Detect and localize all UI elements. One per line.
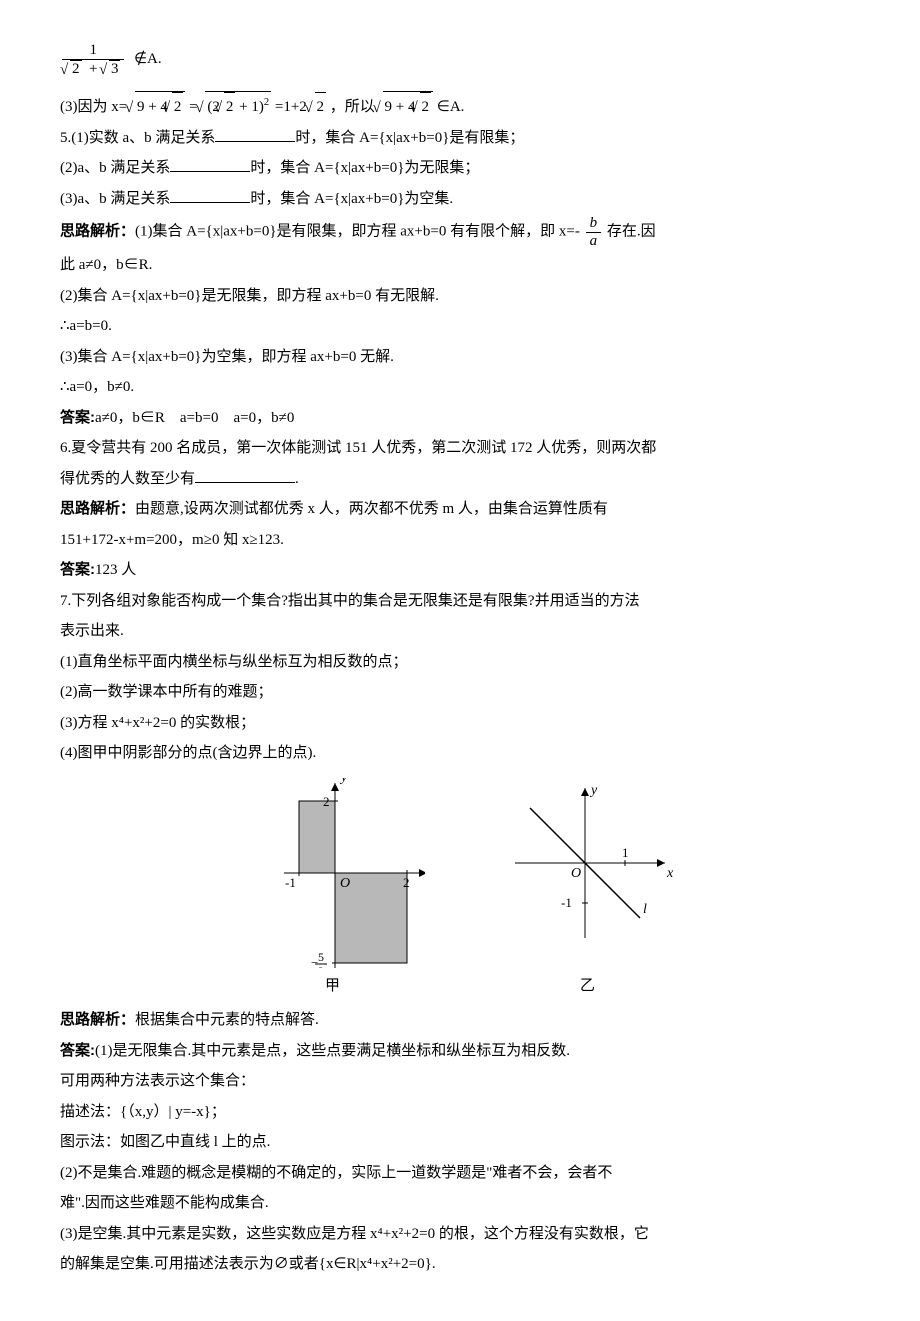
caption-row: 甲 乙 [60,972,860,1001]
analysis-label: 思路解析： [60,222,135,239]
sqrt-expr-2: (22 + 1)2 [203,91,271,122]
sqrt-2-b: 2 [313,92,327,122]
q7-answer-1: 答案:(1)是无限集合.其中元素是点，这些点要满足横坐标和纵坐标互为相反数. [60,1037,860,1066]
analysis-label: 思路解析： [60,1011,135,1028]
blank [215,126,295,142]
q7-item-4: (4)图甲中阴影部分的点(含边界上的点). [60,739,860,768]
q5-analysis-2: (2)集合 A={x|ax+b=0}是无限集，即方程 ax+b=0 有无限解. [60,282,860,311]
svg-text:2: 2 [403,875,410,890]
q7-a1b: 可用两种方法表示这个集合： [60,1067,860,1096]
svg-text:1: 1 [622,845,629,860]
svg-text:-1: -1 [285,875,296,890]
q4-part3: (3)因为 x= 9 + 42 = (22 + 1)2 =1+2 2 ，所以 9… [60,91,860,122]
svg-text:y: y [589,783,598,798]
svg-text:O: O [340,876,350,891]
fragment-top: 1 2 + 3 ∉A. [60,42,860,77]
caption-yi: 乙 [580,972,595,1001]
figure-jia: yxO-122−52 [245,778,425,968]
notin-a: ∉A. [134,51,162,67]
q7-item-3: (3)方程 x⁴+x²+2=0 的实数根； [60,709,860,738]
analysis-label: 思路解析： [60,500,135,517]
svg-text:5: 5 [318,950,324,964]
q7-a1d: 图示法：如图乙中直线 l 上的点. [60,1128,860,1157]
sqrt-expr-3: 9 + 42 [381,91,433,122]
q5-analysis-1: 思路解析：(1)集合 A={x|ax+b=0}是有限集，即方程 ax+b=0 有… [60,215,860,249]
blank [170,187,250,203]
frac-b-over-a: b a [586,215,602,249]
svg-text:x: x [666,866,674,881]
sqrt-2: 2 [68,60,82,78]
q7-item-2: (2)高一数学课本中所有的难题； [60,678,860,707]
q7-analysis: 思路解析：根据集合中元素的特点解答. [60,1006,860,1035]
q5-2: (2)a、b 满足关系时，集合 A={x|ax+b=0}为无限集； [60,154,860,183]
svg-text:-1: -1 [561,895,572,910]
q7-item-1: (1)直角坐标平面内横坐标与纵坐标互为相反数的点； [60,648,860,677]
figure-row: yxO-122−52 yxO1-1l [60,778,860,968]
q5-1: 5.(1)实数 a、b 满足关系时，集合 A={x|ax+b=0}是有限集； [60,124,860,153]
q7-l1: 7.下列各组对象能否构成一个集合?指出其中的集合是无限集还是有限集?并用适当的方… [60,587,860,616]
q7-l2: 表示出来. [60,617,860,646]
answer-label: 答案: [60,409,95,426]
sqrt-expr-1: 9 + 42 [133,91,185,122]
q7-a2b: 难".因而这些难题不能构成集合. [60,1189,860,1218]
svg-text:l: l [643,902,647,917]
q5-analysis-3: (3)集合 A={x|ax+b=0}为空集，即方程 ax+b=0 无解. [60,343,860,372]
q7-a1c: 描述法：{（x,y）| y=-x}； [60,1098,860,1127]
q7-a3b: 的解集是空集.可用描述法表示为∅或者{x∈R|x⁴+x²+2=0}. [60,1250,860,1279]
q6-l2: 得优秀的人数至少有. [60,465,860,494]
q7-a2a: (2)不是集合.难题的概念是模糊的不确定的，实际上一道数学题是"难者不会，会者不 [60,1159,860,1188]
q5-analysis-3b: ∴a=0，b≠0. [60,373,860,402]
q6-l1: 6.夏令营共有 200 名成员，第一次体能测试 151 人优秀，第二次测试 17… [60,434,860,463]
q6-analysis: 思路解析：由题意,设两次测试都优秀 x 人，两次都不优秀 m 人，由集合运算性质… [60,495,860,524]
caption-jia: 甲 [325,972,340,1001]
q7-a3a: (3)是空集.其中元素是实数，这些实数应是方程 x⁴+x²+2=0 的根，这个方… [60,1220,860,1249]
svg-text:2: 2 [323,794,330,809]
blank [195,467,295,483]
frac-1-over-sqrt2-sqrt3: 1 2 + 3 [62,42,124,77]
sqrt-3: 3 [107,60,121,78]
q5-analysis-2b: ∴a=b=0. [60,312,860,341]
q5-answer: 答案:a≠0，b∈R a=b=0 a=0，b≠0 [60,404,860,433]
blank [170,156,250,172]
svg-text:2: 2 [318,964,324,968]
q6-answer: 答案:123 人 [60,556,860,585]
answer-label: 答案: [60,561,95,578]
svg-text:O: O [571,866,581,881]
q5-3: (3)a、b 满足关系时，集合 A={x|ax+b=0}为空集. [60,185,860,214]
svg-text:y: y [339,778,348,785]
q5-analysis-1b: 此 a≠0，b∈R. [60,251,860,280]
figure-yi: y x O 1 -1 l [505,778,675,948]
q6-analysis-b: 151+172-x+m=200，m≥0 知 x≥123. [60,526,860,555]
answer-label: 答案: [60,1042,95,1059]
